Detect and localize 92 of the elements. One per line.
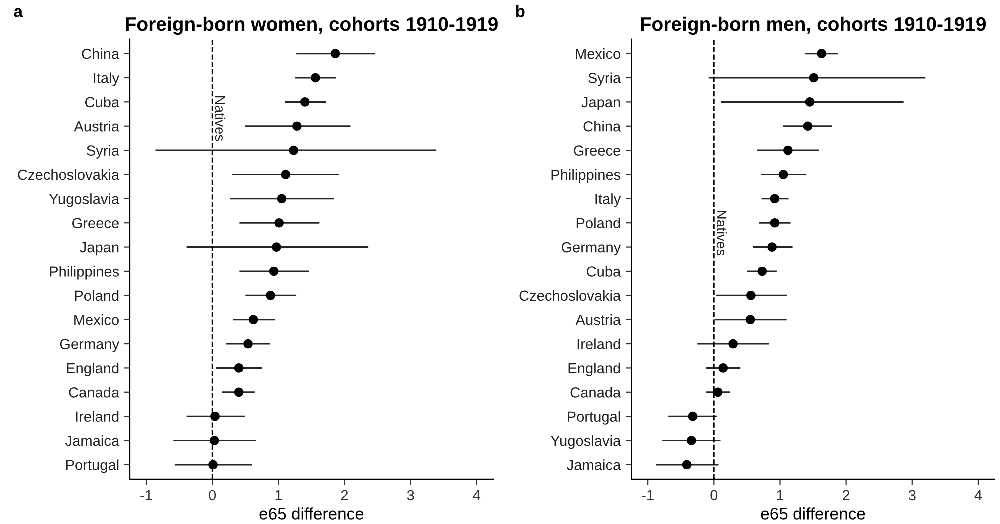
point — [266, 291, 276, 300]
point — [272, 242, 282, 252]
y-tick-label: Portugal — [568, 411, 620, 425]
point — [210, 412, 220, 422]
y-tick-label: Austria — [576, 314, 622, 326]
x-axis-title: e65 difference — [260, 508, 364, 520]
point — [688, 412, 698, 422]
point — [248, 315, 258, 324]
point — [746, 315, 756, 324]
y-tick-label: Poland — [75, 290, 119, 302]
point — [803, 122, 813, 132]
point — [269, 266, 279, 276]
chart-title: Foreign-born women, cohorts 1910-1919 — [126, 16, 498, 36]
point — [718, 364, 728, 373]
x-tick-label: 1 — [276, 490, 282, 500]
point — [784, 146, 793, 156]
y-tick-label: Czechoslovakia — [18, 169, 120, 180]
y-tick-label: China — [82, 48, 120, 60]
y-tick-label: Greece — [574, 146, 620, 156]
x-tick-label: 3 — [908, 490, 916, 501]
point — [817, 49, 827, 58]
y-tick-label: Greece — [72, 218, 119, 229]
y-tick-label: Czechoslovakia — [520, 290, 622, 302]
chart-title: Foreign-born men, cohorts 1910-1919 — [641, 16, 986, 36]
point — [770, 194, 780, 204]
y-tick-label: Syria — [588, 72, 622, 86]
point — [728, 339, 738, 349]
point — [292, 122, 302, 132]
y-tick-label: Japan — [80, 242, 119, 256]
y-tick-label: England — [67, 362, 119, 377]
y-tick-label: Ireland — [578, 338, 620, 350]
x-tick-label: 4 — [473, 490, 481, 500]
y-tick-label: Italy — [94, 72, 120, 86]
point — [770, 218, 780, 228]
y-tick-label: England — [568, 362, 620, 377]
y-tick-label: Germany — [60, 339, 120, 352]
point — [277, 194, 287, 204]
y-tick-label: Germany — [562, 242, 622, 256]
point — [210, 436, 220, 446]
y-tick-label: Syria — [87, 145, 120, 159]
point — [809, 73, 819, 83]
point — [758, 266, 768, 276]
point — [713, 388, 723, 398]
point — [208, 460, 218, 470]
y-tick-label: Canada — [69, 387, 120, 398]
x-tick-label: 0 — [710, 490, 718, 501]
ref-line-label: Natives — [716, 210, 728, 256]
y-tick-label: Jamaica — [66, 435, 120, 446]
point — [234, 388, 244, 398]
point — [330, 49, 340, 58]
y-tick-label: Ireland — [76, 411, 119, 422]
point — [274, 218, 284, 228]
y-tick-label: Cuba — [587, 266, 622, 277]
point — [300, 98, 310, 107]
x-tick-label: 0 — [209, 490, 216, 501]
x-tick-label: 2 — [842, 490, 850, 500]
point — [682, 460, 692, 470]
x-axis-title: e65 difference — [761, 508, 866, 520]
y-tick-label: China — [584, 121, 622, 132]
x-tick-label: 2 — [341, 490, 348, 500]
y-tick-label: Philippines — [50, 266, 120, 280]
y-tick-label: Poland — [576, 218, 620, 229]
y-tick-label: Mexico — [576, 48, 621, 60]
x-tick-label: -1 — [140, 490, 152, 500]
point — [687, 436, 696, 446]
x-tick-label: 4 — [974, 490, 982, 500]
point — [778, 170, 788, 180]
point — [281, 170, 291, 180]
y-tick-label: Japan — [582, 97, 620, 110]
y-tick-label: Cuba — [85, 96, 120, 108]
point — [311, 73, 320, 83]
y-tick-label: Portugal — [66, 460, 119, 474]
ref-line-label: Natives — [215, 96, 226, 142]
x-tick-label: 3 — [407, 490, 414, 501]
y-tick-label: Philippines — [552, 169, 621, 184]
y-tick-label: Canada — [570, 387, 622, 398]
y-tick-label: Yugoslavia — [49, 194, 120, 208]
point — [289, 146, 299, 156]
y-tick-label: Austria — [74, 121, 120, 132]
y-tick-label: Yugoslavia — [550, 435, 622, 450]
point — [805, 98, 815, 107]
text: b — [516, 5, 525, 18]
y-tick-label: Jamaica — [567, 460, 622, 470]
point — [746, 291, 756, 300]
y-tick-label: Italy — [596, 194, 622, 208]
y-tick-label: Mexico — [74, 314, 119, 326]
text: a — [14, 8, 24, 18]
point — [234, 364, 244, 373]
point — [244, 339, 253, 349]
point — [768, 242, 777, 252]
x-tick-label: 1 — [777, 490, 784, 500]
x-tick-label: -1 — [642, 490, 654, 500]
